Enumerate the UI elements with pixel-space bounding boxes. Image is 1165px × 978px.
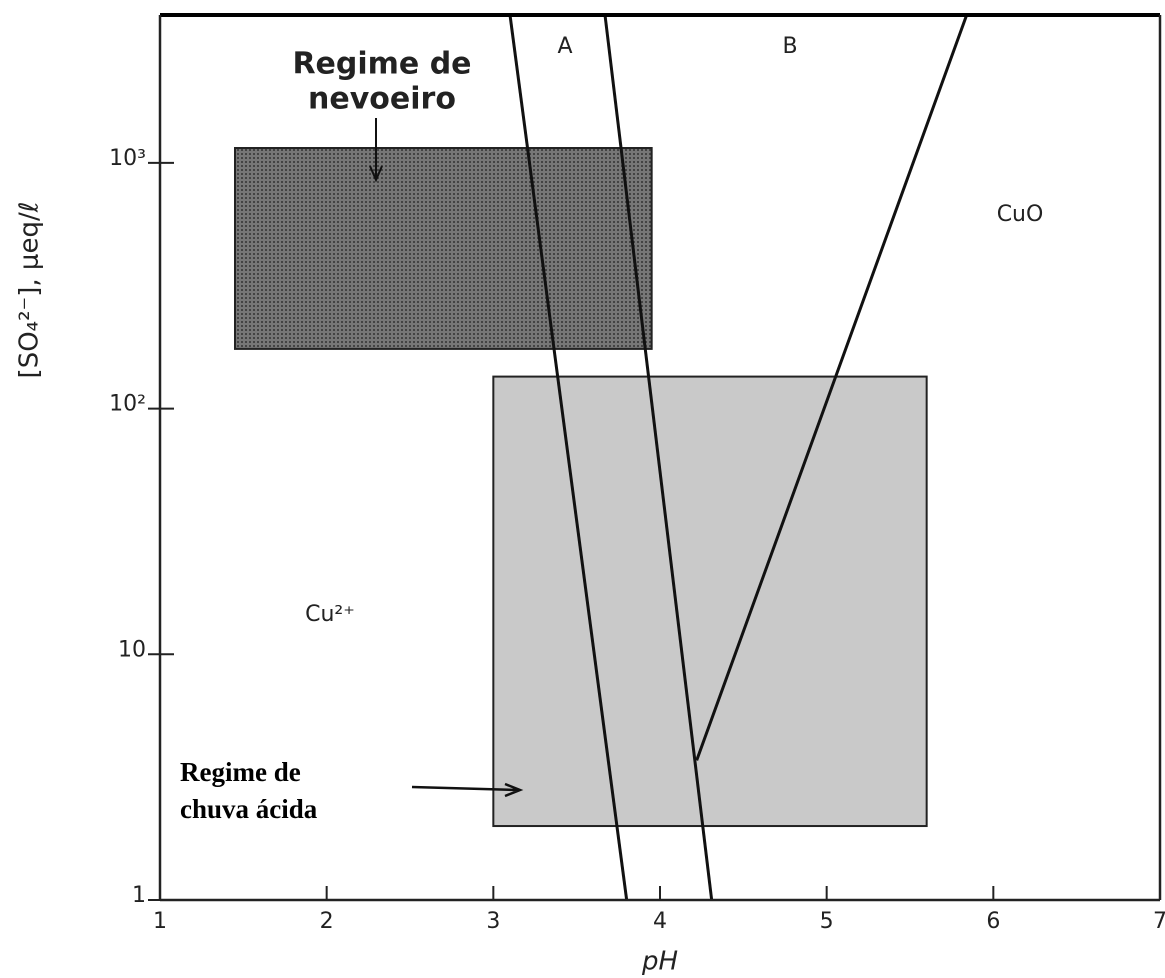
x-tick-label: 2 xyxy=(320,909,334,934)
field-label: Cu²⁺ xyxy=(305,602,355,627)
field-label: CuO xyxy=(997,202,1044,227)
arrow xyxy=(411,782,524,798)
y-tick-label: 10 xyxy=(118,637,146,662)
region-label: chuva ácida xyxy=(180,794,318,824)
y-tick-label: 10³ xyxy=(109,146,146,171)
y-axis-label: [SO₄²⁻], μeq/ℓ xyxy=(15,202,45,379)
boundary-line xyxy=(603,14,714,901)
line-label: B xyxy=(782,34,797,59)
region-label: Regime de xyxy=(292,47,471,82)
boundary-line xyxy=(695,14,969,761)
region xyxy=(234,147,653,350)
x-tick-label: 7 xyxy=(1153,909,1165,934)
y-tick-label: 10² xyxy=(109,392,146,417)
region-label: nevoeiro xyxy=(308,82,456,117)
x-tick-label: 1 xyxy=(153,909,167,934)
plot xyxy=(148,13,1162,902)
x-axis-label: pH xyxy=(641,947,678,977)
x-tick-label: 6 xyxy=(986,909,1000,934)
arrow xyxy=(369,118,383,183)
x-tick-label: 4 xyxy=(653,909,667,934)
region-label: Regime de xyxy=(180,757,301,787)
region xyxy=(492,375,928,828)
x-tick-label: 5 xyxy=(820,909,834,934)
x-tick-label: 3 xyxy=(486,909,500,934)
boundary-line xyxy=(508,14,629,901)
y-tick-label: 1 xyxy=(132,883,146,908)
line-label: A xyxy=(557,34,572,59)
